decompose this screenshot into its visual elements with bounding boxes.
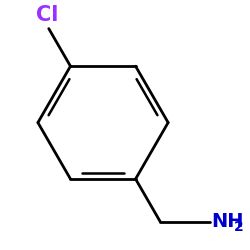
Text: Cl: Cl xyxy=(36,6,59,25)
Text: 2: 2 xyxy=(234,220,244,234)
Text: NH: NH xyxy=(212,212,244,232)
